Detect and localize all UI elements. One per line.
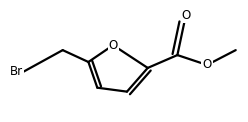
- Text: Br: Br: [10, 65, 23, 78]
- Text: O: O: [109, 39, 118, 52]
- Text: O: O: [182, 9, 191, 22]
- Text: O: O: [202, 58, 212, 71]
